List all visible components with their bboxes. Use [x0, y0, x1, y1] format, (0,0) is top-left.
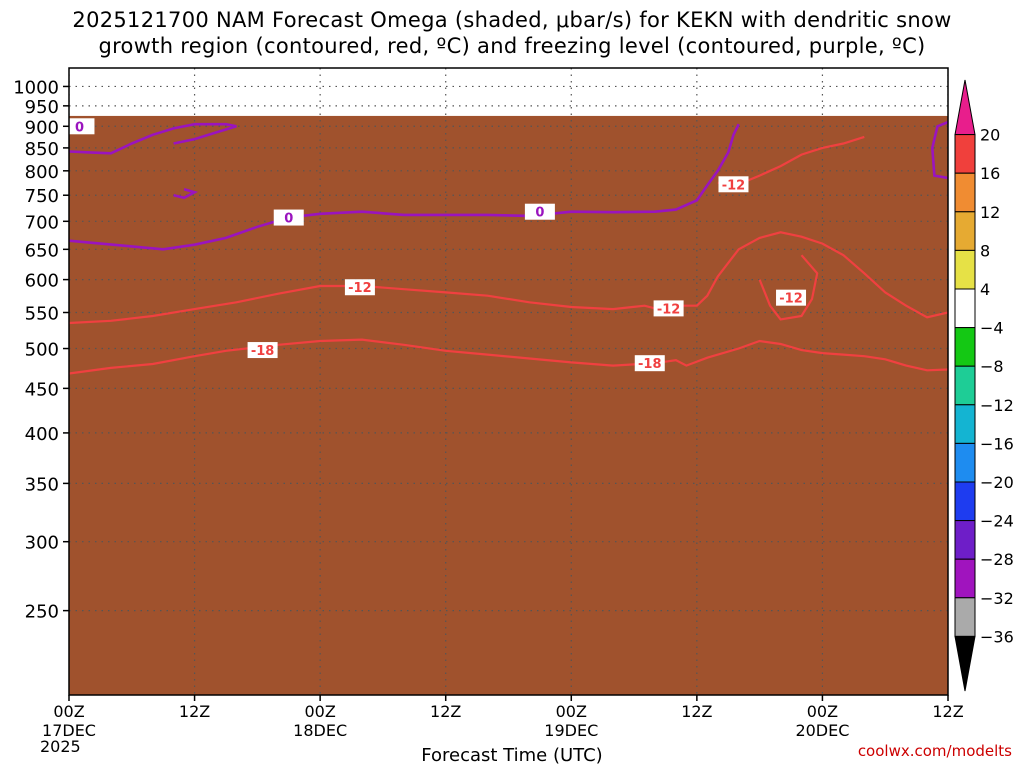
- y-tick-label-300: 300: [25, 533, 59, 554]
- y-tick-label-550: 550: [25, 303, 59, 324]
- colorbar-bin-2: [954, 172, 976, 213]
- x-tick-label-36: 12Z: [430, 702, 461, 721]
- purple-contour-label-2: 0: [535, 206, 544, 221]
- colorbar-bin-1: [954, 134, 976, 174]
- y-tick-label-350: 350: [25, 474, 59, 495]
- x-tick-label-60: 12Z: [681, 702, 712, 721]
- red-contour-label-2-bg: [344, 279, 375, 296]
- y-tick-label-500: 500: [25, 340, 59, 361]
- colorbar-bin-11: [954, 520, 976, 560]
- chart-title-line-1: 2025121700 NAM Forecast Omega (shaded, μ…: [72, 8, 952, 32]
- red-contour-label-1: -18: [251, 344, 275, 359]
- red-contour-label-4: -12: [657, 302, 681, 317]
- colorbar-tick-0: 20: [980, 126, 1000, 145]
- colorbar-tick-7: −12: [980, 396, 1014, 415]
- purple-contour-2: [173, 187, 199, 200]
- colorbar-bin-4: [954, 249, 976, 290]
- y-tick-label-700: 700: [25, 212, 59, 233]
- colorbar-bin-8: [954, 404, 976, 444]
- y-tick-label-450: 450: [25, 379, 59, 400]
- colorbar-bin-10: [954, 481, 976, 522]
- plot-layer: -18 -12 -18 -12 -12 -12 0 0 0: [69, 68, 948, 695]
- y-tick-label-250: 250: [25, 602, 59, 623]
- y-tick-label-1000: 1000: [13, 77, 59, 98]
- colorbar-bottom-arrow: [954, 635, 976, 692]
- colorbar-bin-3: [954, 211, 976, 251]
- x-tick-date-72: 20DEC: [795, 721, 849, 740]
- colorbar-tick-1: 16: [980, 164, 1000, 183]
- y-tick-label-600: 600: [25, 271, 59, 292]
- red-contour-label-5: -12: [722, 178, 746, 193]
- credit-text: coolwx.com/modelts: [857, 742, 1012, 760]
- x-tick-label-48: 00Z: [556, 702, 587, 721]
- y-tick-label-650: 650: [25, 240, 59, 261]
- colorbar-tick-9: −20: [980, 473, 1014, 492]
- colorbar-tick-4: 4: [980, 280, 990, 299]
- colorbar-bin-7: [954, 365, 976, 406]
- red-contour-label-5-bg: [718, 176, 749, 193]
- y-tick-label-900: 900: [25, 117, 59, 138]
- colorbar-tick-5: −4: [980, 319, 1004, 338]
- purple-contour-label-1-bg: [273, 209, 304, 226]
- x-axis-year: 2025: [40, 737, 81, 756]
- x-tick-label-0: 00Z: [53, 702, 84, 721]
- colorbar-tick-10: −24: [980, 512, 1014, 531]
- colorbar-tick-6: −8: [980, 357, 1004, 376]
- red-contour-label-2: -12: [348, 281, 372, 296]
- purple-contour-label-3: 0: [75, 120, 84, 135]
- x-tick-label-84: 12Z: [932, 702, 963, 721]
- colorbar-top-arrow: [954, 79, 976, 136]
- red-contour-label-3: -18: [638, 357, 662, 372]
- colorbar-tick-11: −28: [980, 550, 1014, 569]
- x-tick-label-72: 00Z: [807, 702, 838, 721]
- purple-contour-0: [69, 123, 740, 251]
- purple-contour-label-3-bg: [69, 118, 95, 135]
- colorbar-tick-3: 8: [980, 241, 990, 260]
- colorbar-tick-12: −32: [980, 589, 1014, 608]
- x-tick-label-12: 12Z: [179, 702, 210, 721]
- x-tick-date-0: 17DEC: [42, 721, 96, 740]
- y-tick-label-850: 850: [25, 139, 59, 160]
- colorbar-tick-2: 12: [980, 203, 1000, 222]
- purple-contour-3: [930, 120, 948, 180]
- colorbar-bin-12: [954, 558, 976, 599]
- red-contour-label-6: -12: [779, 292, 803, 307]
- ground-layer: [69, 115, 948, 695]
- red-contour-label-6-bg: [776, 289, 807, 306]
- x-tick-date-24: 18DEC: [293, 721, 347, 740]
- x-tick-date-48: 19DEC: [544, 721, 598, 740]
- colorbar-bin-6: [954, 327, 976, 367]
- plot-frame: [68, 67, 949, 696]
- purple-contour-1: [69, 122, 237, 155]
- red-contour-label-3-bg: [634, 355, 665, 372]
- colorbar-bin-9: [954, 442, 976, 483]
- y-tick-label-750: 750: [25, 186, 59, 207]
- y-tick-label-800: 800: [25, 162, 59, 183]
- chart-title-line-2: growth region (contoured, red, ºC) and f…: [98, 34, 926, 58]
- red-contour-label-1-bg: [247, 342, 278, 359]
- x-axis-title: Forecast Time (UTC): [421, 745, 603, 766]
- purple-contour-label-2-bg: [524, 203, 555, 220]
- red-contour-label-4-bg: [653, 300, 684, 317]
- colorbar-tick-8: −16: [980, 434, 1014, 453]
- colorbar-tick-13: −36: [980, 627, 1014, 646]
- y-tick-label-400: 400: [25, 424, 59, 445]
- y-tick-label-950: 950: [25, 97, 59, 118]
- purple-contour-label-1: 0: [284, 212, 293, 227]
- colorbar-bin-13: [954, 597, 976, 637]
- colorbar-bin-5: [954, 288, 976, 329]
- red-contour-3: [758, 254, 819, 321]
- x-tick-label-24: 00Z: [304, 702, 335, 721]
